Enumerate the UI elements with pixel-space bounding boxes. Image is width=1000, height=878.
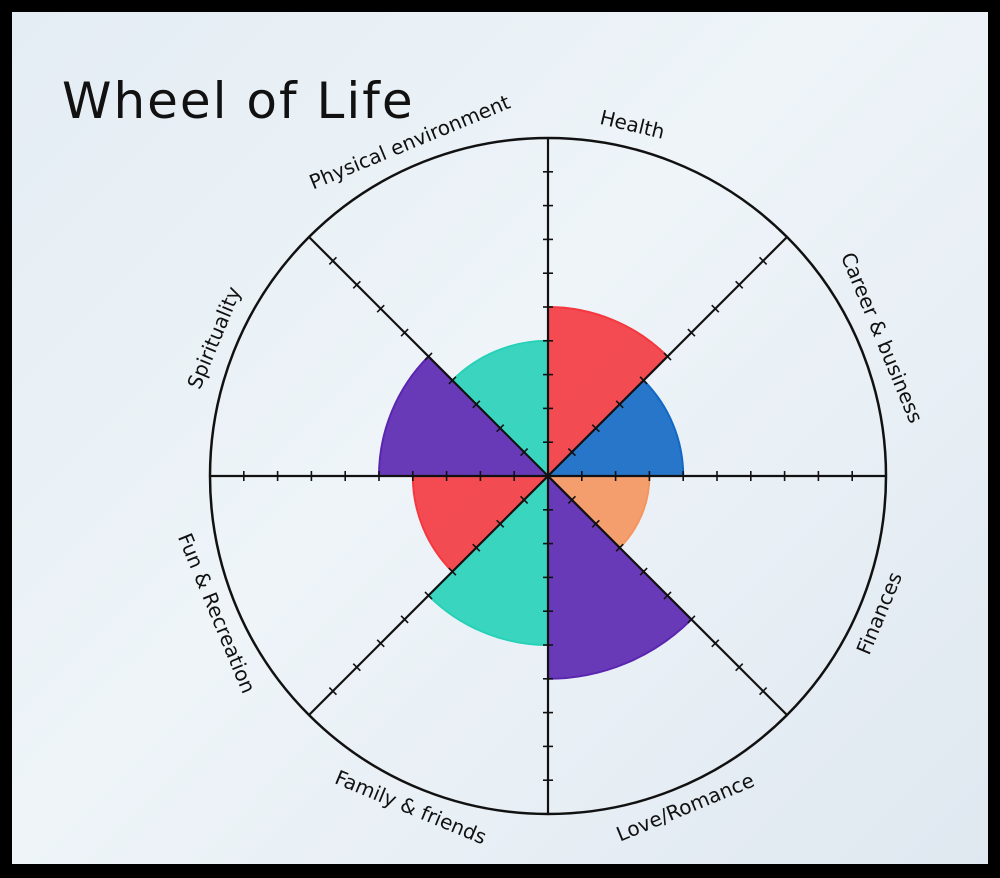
tick-mark xyxy=(735,663,744,672)
tick-mark xyxy=(496,519,505,528)
tick-mark xyxy=(639,567,648,576)
tick-mark xyxy=(711,639,720,648)
tick-mark xyxy=(472,543,481,552)
tick-mark xyxy=(591,519,600,528)
label-career-business: Career & business xyxy=(836,249,928,427)
slice-family-friends xyxy=(427,473,549,647)
tick-mark xyxy=(400,615,409,624)
label-family-friends: Family & friends xyxy=(332,765,490,849)
tick-mark xyxy=(496,424,505,433)
tick-mark xyxy=(424,591,433,600)
tick-mark xyxy=(352,663,361,672)
label-finances: Finances xyxy=(851,568,906,658)
tick-mark xyxy=(352,280,361,289)
slice-spirituality xyxy=(377,355,551,477)
tick-mark xyxy=(424,352,433,361)
tick-mark xyxy=(663,352,672,361)
tick-mark xyxy=(711,304,720,313)
tick-mark xyxy=(328,687,337,696)
label-fun-recreation: Fun & Recreation xyxy=(173,530,261,697)
tick-mark xyxy=(519,495,529,505)
tick-mark xyxy=(615,400,624,409)
tick-mark xyxy=(759,256,768,265)
tick-mark xyxy=(400,328,409,337)
axes xyxy=(210,138,886,814)
tick-mark xyxy=(376,639,385,648)
chart-title: Wheel of Life xyxy=(62,72,415,130)
tick-mark xyxy=(687,328,696,337)
tick-mark xyxy=(591,424,600,433)
tick-mark xyxy=(687,615,696,624)
tick-mark xyxy=(567,447,577,457)
slices xyxy=(377,305,693,680)
outer-ring xyxy=(208,136,888,816)
tick-mark xyxy=(519,447,529,457)
tick-mark xyxy=(639,376,648,385)
tick-mark xyxy=(328,256,337,265)
label-love-romance: Love/Romance xyxy=(613,768,758,846)
label-spirituality: Spirituality xyxy=(182,283,246,392)
slice-love-romance xyxy=(547,473,693,680)
tick-mark xyxy=(472,400,481,409)
tick-mark xyxy=(448,376,457,385)
tick-mark xyxy=(567,495,577,505)
tick-mark xyxy=(759,687,768,696)
tick-mark xyxy=(448,567,457,576)
tick-mark xyxy=(735,280,744,289)
tick-mark xyxy=(376,304,385,313)
label-health: Health xyxy=(598,105,667,144)
tick-mark xyxy=(663,591,672,600)
slice-health xyxy=(547,305,669,479)
tick-mark xyxy=(615,543,624,552)
